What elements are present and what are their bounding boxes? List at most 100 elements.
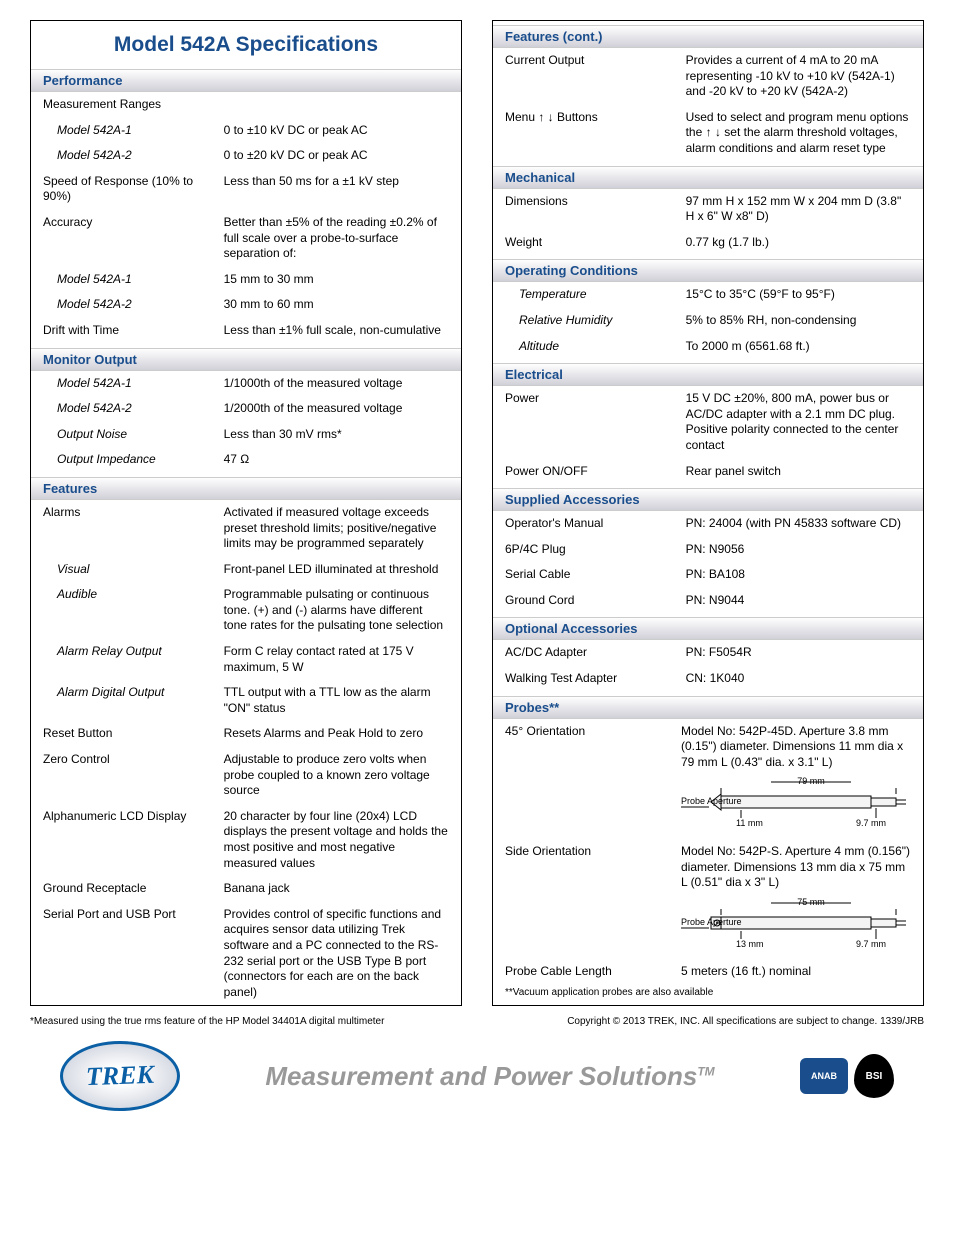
- spec-row: 45° OrientationModel No: 542P-45D. Apert…: [493, 719, 923, 839]
- spec-row: Current OutputProvides a current of 4 mA…: [493, 48, 923, 105]
- spec-label: Drift with Time: [31, 318, 212, 344]
- spec-label: Accuracy: [31, 210, 212, 267]
- spec-row: Model 542A-11/1000th of the measured vol…: [31, 371, 461, 397]
- spec-value: Model No: 542P-S. Aperture 4 mm (0.156")…: [669, 839, 923, 959]
- spec-value: 15 V DC ±20%, 800 mA, power bus or AC/DC…: [674, 386, 923, 458]
- spec-value: Less than ±1% full scale, non-cumulative: [212, 318, 461, 344]
- spec-label: Current Output: [493, 48, 674, 105]
- spec-value: Activated if measured voltage exceeds pr…: [212, 500, 461, 557]
- spec-value: 97 mm H x 152 mm W x 204 mm D (3.8" H x …: [674, 189, 923, 230]
- svg-text:79 mm: 79 mm: [797, 776, 825, 786]
- spec-value: Less than 50 ms for a ±1 kV step: [212, 169, 461, 210]
- spec-label: Power ON/OFF: [493, 459, 674, 485]
- spec-value: 5 meters (16 ft.) nominal: [669, 959, 923, 985]
- spec-row: Model 542A-230 mm to 60 mm: [31, 292, 461, 318]
- spec-value: 15 mm to 30 mm: [212, 267, 461, 293]
- spec-value: Form C relay contact rated at 175 V maxi…: [212, 639, 461, 680]
- spec-label: Power: [493, 386, 674, 458]
- spec-row: AccuracyBetter than ±5% of the reading ±…: [31, 210, 461, 267]
- anab-logo: ANAB: [800, 1058, 848, 1094]
- spec-label: Output Impedance: [31, 447, 212, 473]
- copyright-text: Copyright © 2013 TREK, INC. All specific…: [477, 1016, 924, 1027]
- spec-value: 0 to ±10 kV DC or peak AC: [212, 118, 461, 144]
- spec-table: Model 542A-11/1000th of the measured vol…: [31, 371, 461, 473]
- spec-row: VisualFront-panel LED illuminated at thr…: [31, 557, 461, 583]
- spec-value: Less than 30 mV rms*: [212, 422, 461, 448]
- spec-value: PN: N9044: [674, 588, 923, 614]
- spec-label: Ground Receptacle: [31, 876, 212, 902]
- spec-label: Zero Control: [31, 747, 212, 804]
- spec-label: Serial Port and USB Port: [31, 902, 212, 1006]
- tagline-text: Measurement and Power Solutions: [265, 1061, 697, 1091]
- spec-value: Front-panel LED illuminated at threshold: [212, 557, 461, 583]
- cert-logos: ANAB BSI: [800, 1054, 894, 1098]
- spec-row: Model 542A-115 mm to 30 mm: [31, 267, 461, 293]
- spec-value: PN: F5054R: [674, 640, 923, 666]
- brand-footer: TREK Measurement and Power SolutionsTM A…: [30, 1041, 924, 1111]
- spec-row: Alarm Digital OutputTTL output with a TT…: [31, 680, 461, 721]
- spec-table: 45° OrientationModel No: 542P-45D. Apert…: [493, 719, 923, 985]
- spec-row: Serial Port and USB PortProvides control…: [31, 902, 461, 1006]
- spec-row: Speed of Response (10% to 90%)Less than …: [31, 169, 461, 210]
- spec-label: Audible: [31, 582, 212, 639]
- section-header: Electrical: [493, 363, 923, 386]
- spec-table: Power15 V DC ±20%, 800 mA, power bus or …: [493, 386, 923, 484]
- spec-value: PN: N9056: [674, 537, 923, 563]
- spec-label: Model 542A-2: [31, 292, 212, 318]
- spec-value: 0.77 kg (1.7 lb.): [674, 230, 923, 256]
- svg-text:11 mm: 11 mm: [736, 818, 763, 828]
- spec-label: Weight: [493, 230, 674, 256]
- spec-row: Walking Test AdapterCN: 1K040: [493, 666, 923, 692]
- section-header: Operating Conditions: [493, 259, 923, 282]
- trek-logo-text: TREK: [86, 1060, 155, 1092]
- svg-text:75 mm: 75 mm: [797, 897, 825, 907]
- spec-value: PN: 24004 (with PN 45833 software CD): [674, 511, 923, 537]
- spec-columns: Model 542A Specifications PerformanceMea…: [30, 20, 924, 1006]
- spec-row: Power ON/OFFRear panel switch: [493, 459, 923, 485]
- trek-logo: TREK: [60, 1041, 180, 1111]
- spec-table: Measurement RangesModel 542A-10 to ±10 k…: [31, 92, 461, 344]
- spec-label: Output Noise: [31, 422, 212, 448]
- section-header: Monitor Output: [31, 348, 461, 371]
- spec-row: Power15 V DC ±20%, 800 mA, power bus or …: [493, 386, 923, 458]
- spec-label: Temperature: [493, 282, 674, 308]
- spec-value: Better than ±5% of the reading ±0.2% of …: [212, 210, 461, 267]
- section-header: Features (cont.): [493, 25, 923, 48]
- spec-label: Alarm Digital Output: [31, 680, 212, 721]
- spec-label: Measurement Ranges: [31, 92, 212, 118]
- spec-row: Dimensions97 mm H x 152 mm W x 204 mm D …: [493, 189, 923, 230]
- spec-row: AlarmsActivated if measured voltage exce…: [31, 500, 461, 557]
- spec-label: Reset Button: [31, 721, 212, 747]
- spec-row: Ground ReceptacleBanana jack: [31, 876, 461, 902]
- spec-row: Relative Humidity5% to 85% RH, non-conde…: [493, 308, 923, 334]
- spec-value: Used to select and program menu options …: [674, 105, 923, 162]
- svg-text:9.7 mm: 9.7 mm: [856, 818, 886, 828]
- spec-row: Alphanumeric LCD Display20 character by …: [31, 804, 461, 876]
- spec-row: Probe Cable Length5 meters (16 ft.) nomi…: [493, 959, 923, 985]
- svg-text:Probe Aperture: Probe Aperture: [681, 796, 742, 806]
- spec-row: AudibleProgrammable pulsating or continu…: [31, 582, 461, 639]
- spec-row: AC/DC AdapterPN: F5054R: [493, 640, 923, 666]
- probe-diagram: 75 mm Probe Aperture 13 mm 9.7 mm: [681, 895, 911, 950]
- spec-label: Operator's Manual: [493, 511, 674, 537]
- spec-value: 47 Ω: [212, 447, 461, 473]
- spec-value: Model No: 542P-45D. Aperture 3.8 mm (0.1…: [669, 719, 923, 839]
- spec-label: Model 542A-2: [31, 143, 212, 169]
- footnote-left: *Measured using the true rms feature of …: [30, 1016, 477, 1027]
- spec-row: Reset ButtonResets Alarms and Peak Hold …: [31, 721, 461, 747]
- tagline: Measurement and Power SolutionsTM: [265, 1061, 714, 1092]
- page-title: Model 542A Specifications: [31, 21, 461, 65]
- spec-label: Visual: [31, 557, 212, 583]
- probe-diagram: 79 mm Probe Aperture 11 mm 9.7 mm: [681, 774, 911, 829]
- spec-row: Model 542A-21/2000th of the measured vol…: [31, 396, 461, 422]
- spec-row: Model 542A-20 to ±20 kV DC or peak AC: [31, 143, 461, 169]
- section-header: Supplied Accessories: [493, 488, 923, 511]
- spec-row: Output NoiseLess than 30 mV rms*: [31, 422, 461, 448]
- spec-label: 6P/4C Plug: [493, 537, 674, 563]
- spec-label: Menu ↑ ↓ Buttons: [493, 105, 674, 162]
- spec-value: CN: 1K040: [674, 666, 923, 692]
- spec-value: 1/2000th of the measured voltage: [212, 396, 461, 422]
- spec-value: Rear panel switch: [674, 459, 923, 485]
- svg-text:9.7 mm: 9.7 mm: [856, 939, 886, 949]
- spec-value: To 2000 m (6561.68 ft.): [674, 334, 923, 360]
